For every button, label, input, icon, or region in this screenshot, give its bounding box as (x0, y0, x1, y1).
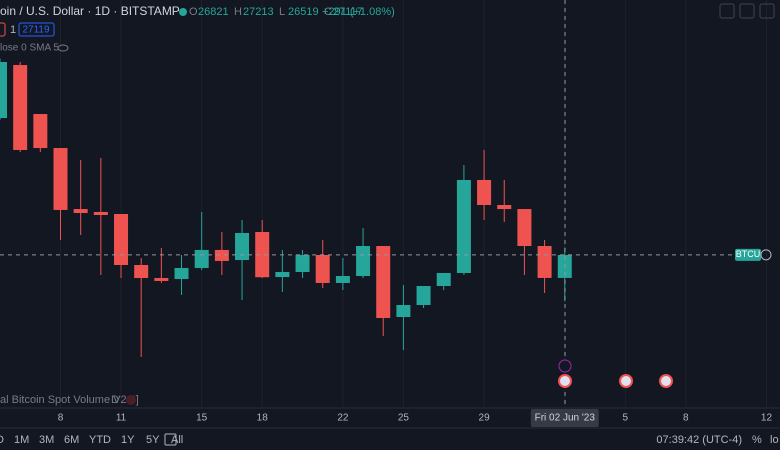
candle-body (13, 65, 28, 150)
x-tick-label: 29 (479, 413, 491, 424)
status-dot (179, 8, 187, 16)
candle-body (356, 246, 371, 277)
range-button[interactable]: All (171, 434, 183, 446)
crosshair-date-box (530, 409, 599, 427)
percent[interactable]: % (752, 434, 762, 446)
candle-body (134, 264, 149, 279)
candle-body (114, 213, 129, 265)
qty: 1 (10, 24, 16, 36)
x-tick-label: 5 (622, 413, 628, 424)
price-tag: BTCU (736, 249, 761, 259)
price-tag-box (735, 248, 761, 261)
candles (0, 58, 572, 357)
ohlc-value: 27213 (243, 6, 274, 18)
range-button[interactable]: 1Y (121, 434, 135, 446)
candle-body (497, 205, 512, 210)
indicator: lose 0 SMA 5 (0, 43, 59, 54)
candle-body (416, 286, 431, 305)
price-box: 27119 (22, 25, 50, 36)
x-tick-label: 25 (398, 413, 410, 424)
event-us[interactable] (659, 374, 673, 388)
x-tick-label: 11 (116, 413, 127, 424)
ohlc-label: C (324, 6, 332, 18)
ohlc-value: 26821 (198, 6, 229, 18)
log[interactable]: lo (770, 434, 779, 446)
btn-more[interactable] (759, 3, 775, 19)
volume-interval: D (111, 394, 119, 406)
candle-body (53, 148, 68, 210)
buy-box[interactable] (18, 22, 55, 37)
candle-body (376, 246, 391, 319)
range-button[interactable]: YTD (89, 434, 111, 446)
event-us[interactable] (619, 374, 633, 388)
candle-body (275, 271, 290, 278)
candle-body (335, 276, 350, 283)
candle-body (517, 209, 532, 247)
candle-body (174, 268, 189, 280)
candle-body (33, 114, 48, 149)
x-tick-label: 12 (761, 413, 773, 424)
eye-icon[interactable] (57, 44, 69, 52)
candle-body (0, 62, 7, 119)
symbol: oin / U.S. Dollar · 1D · BITSTAMP (0, 4, 180, 18)
event-us[interactable] (558, 374, 572, 388)
event-split[interactable] (558, 359, 572, 373)
calendar-icon[interactable] (164, 433, 177, 446)
candle-body (396, 304, 411, 318)
candle-body (93, 211, 108, 216)
candle-body (295, 254, 310, 272)
grid (60, 0, 767, 408)
candle-body (537, 246, 552, 278)
candle-body (73, 209, 88, 213)
ohlc-label: L (279, 6, 285, 18)
candle-body (214, 249, 229, 261)
candle-body (436, 272, 451, 287)
range-button[interactable]: 6M (64, 434, 79, 446)
x-axis: 8 11 15 18 22 25 29 Fri 02 Jun '23 5 8 12 (58, 409, 773, 427)
range-button[interactable]: 1M (14, 434, 29, 446)
change: +291 (+1.08%) (322, 6, 395, 18)
x-tick-label: 15 (196, 413, 208, 424)
ohlc-value: 26519 (288, 6, 319, 18)
range-button[interactable]: 3M (39, 434, 54, 446)
ohlc-label: H (234, 6, 242, 18)
sell-box[interactable] (0, 22, 6, 37)
candle-body (154, 278, 169, 281)
candle-body (477, 179, 492, 206)
candle-body (315, 254, 330, 283)
range-button[interactable]: 5Y (146, 434, 160, 446)
candle-body (456, 179, 471, 273)
volume-label: al Bitcoin Spot Volume V2.0] (0, 394, 139, 406)
btn-down[interactable] (719, 3, 735, 19)
crosshair-date: Fri 02 Jun '23 (535, 413, 596, 424)
ohlc: O 26821 H 27213 L 26519 C 27117 (189, 6, 363, 18)
clock: 07:39:42 (UTC-4) (656, 434, 742, 446)
x-tick-label: 8 (683, 413, 689, 424)
add-alert[interactable] (760, 249, 772, 261)
x-tick-label: 8 (58, 413, 64, 424)
candle-body (194, 249, 209, 269)
toolbar: D 1M 3M 6M YTD 1Y 5Y All (0, 434, 183, 446)
x-tick-label: 22 (337, 413, 349, 424)
ohlc-value: 27117 (333, 6, 363, 18)
range-button[interactable]: D (0, 434, 4, 446)
candle-body (255, 231, 270, 278)
btn-up[interactable] (739, 3, 755, 19)
candle-body (235, 232, 250, 261)
x-tick-label: 18 (257, 413, 269, 424)
warning[interactable] (126, 395, 136, 405)
ohlc-label: O (189, 6, 198, 18)
